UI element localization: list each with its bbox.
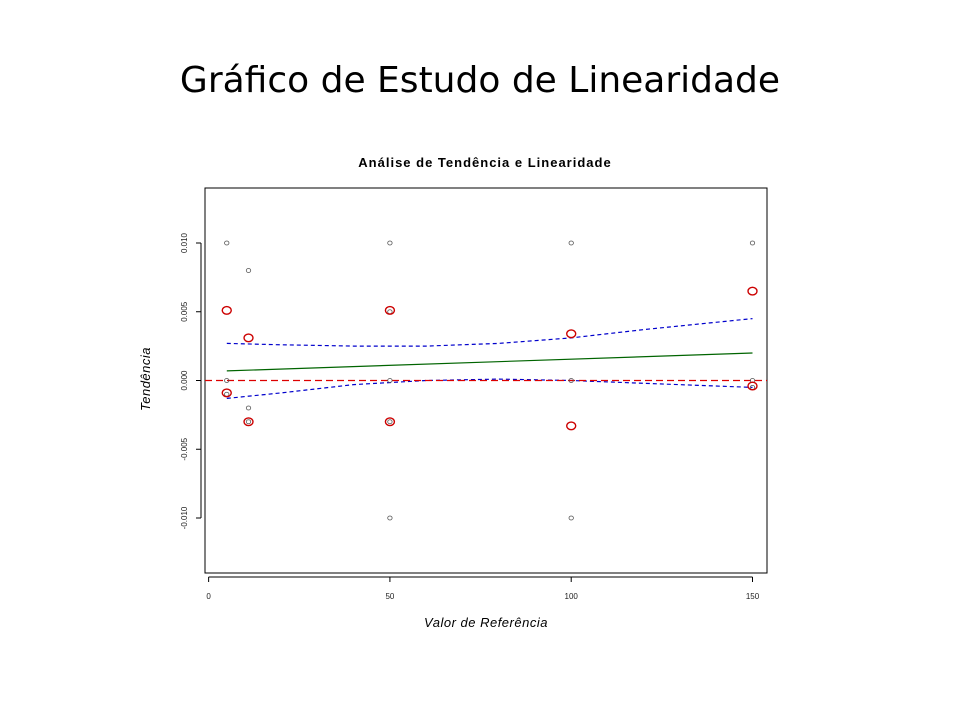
y-axis-label: Tendência xyxy=(138,347,153,411)
data-point xyxy=(749,240,756,246)
mean-point xyxy=(747,381,758,391)
mean-point xyxy=(747,286,758,296)
data-point xyxy=(387,515,393,521)
data-point xyxy=(387,419,393,425)
mean-point xyxy=(221,388,232,398)
mean-point xyxy=(566,329,577,339)
mean-point xyxy=(566,421,577,431)
data-point xyxy=(224,391,230,397)
y-tick-label: -0.005 xyxy=(180,437,189,460)
y-tick-label: 0.005 xyxy=(180,301,189,322)
data-point xyxy=(224,378,230,383)
mean-point xyxy=(243,333,254,343)
data-point xyxy=(387,378,393,383)
confidence-upper-line xyxy=(226,318,753,347)
y-axis: -0.010 -0.005 0.000 0.005 0.010 xyxy=(180,232,202,529)
mean-point xyxy=(384,417,396,427)
data-point xyxy=(245,405,252,411)
mean-point xyxy=(221,305,232,315)
chart-title: Análise de Tendência e Linearidade xyxy=(358,155,611,170)
mean-point xyxy=(384,305,396,315)
data-point xyxy=(245,419,252,425)
data-point xyxy=(224,240,230,246)
confidence-lower-line xyxy=(226,378,753,399)
y-tick-label: 0.000 xyxy=(180,370,189,391)
data-point xyxy=(568,240,574,246)
x-tick-label: 150 xyxy=(746,592,760,601)
x-axis: 0 50 100 150 xyxy=(206,576,760,601)
x-tick-label: 100 xyxy=(565,592,579,601)
data-point xyxy=(245,268,252,273)
y-tick-label: 0.010 xyxy=(180,232,189,253)
data-point xyxy=(387,309,393,315)
data-point xyxy=(387,240,393,246)
mean-point xyxy=(243,417,254,427)
data-point xyxy=(568,378,574,383)
data-point xyxy=(568,515,574,521)
y-tick-label: -0.010 xyxy=(180,506,189,529)
x-axis-label: Valor de Referência xyxy=(424,615,548,630)
x-tick-label: 50 xyxy=(385,592,394,601)
chart-points xyxy=(221,240,758,521)
regression-line xyxy=(226,352,753,372)
x-tick-label: 0 xyxy=(206,592,211,601)
chart-lines xyxy=(205,318,767,399)
slide-title: Gráfico de Estudo de Linearidade xyxy=(179,60,781,101)
